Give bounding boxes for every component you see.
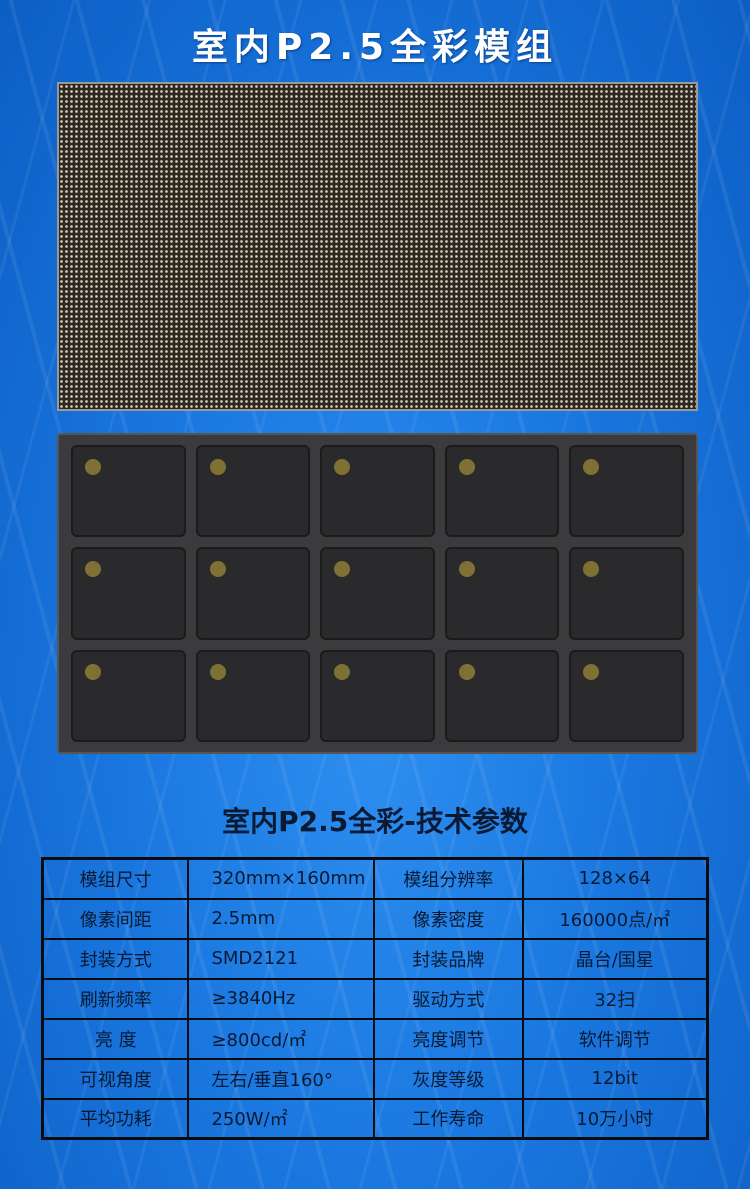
pcb-compartment [195,547,311,640]
spec-value: ≥3840Hz [187,977,376,1020]
spec-table: 模组尺寸 320mm×160mm 模组分辨率 128×64 像素间距 2.5mm 像素密度 1… [41,857,709,1140]
spec-label: 可视角度 [41,1057,190,1100]
spec-label: 像素密度 [373,897,524,940]
spec-label: 驱动方式 [373,977,524,1020]
spec-row: 封装方式 SMD2121 封装品牌 晶台/国星 [41,937,709,980]
pcb-compartment [195,445,311,538]
pcb-compartment [444,547,560,640]
spec-value: 160000点/㎡ [521,897,709,940]
pcb-compartment [320,445,435,538]
pcb-compartment [71,547,186,640]
spec-value: 32扫 [521,977,709,1020]
spec-label: 工作寿命 [373,1097,524,1140]
spec-value: 12bit [521,1057,709,1100]
spec-label: 平均功耗 [41,1097,190,1140]
pcb-compartment [444,649,560,742]
page-title: 室内P2.5全彩模组 [191,27,559,68]
led-module-back-image [57,433,698,754]
pcb-compartment [444,445,560,538]
spec-label: 像素间距 [41,897,190,940]
pcb-compartment [569,547,684,640]
spec-value: 10万小时 [521,1097,709,1140]
spec-label: 灰度等级 [373,1057,524,1100]
spec-row: 像素间距 2.5mm 像素密度 160000点/㎡ [41,897,709,940]
pcb-compartment [320,547,435,640]
spec-label: 刷新频率 [41,977,190,1020]
spec-label: 模组分辨率 [373,857,524,900]
spec-label: 亮度调节 [373,1017,524,1060]
spec-row: 亮 度 ≥800cd/㎡ 亮度调节 软件调节 [41,1017,709,1060]
spec-value: 2.5mm [187,897,376,940]
spec-value: 128×64 [521,857,709,900]
spec-row: 可视角度 左右/垂直160° 灰度等级 12bit [41,1057,709,1100]
spec-value: 320mm×160mm [187,857,376,900]
spec-label: 封装方式 [41,937,190,980]
spec-row: 刷新频率 ≥3840Hz 驱动方式 32扫 [41,977,709,1020]
pcb-compartment [195,649,311,742]
spec-label: 封装品牌 [373,937,524,980]
led-module-front-image [57,82,698,411]
pcb-compartment [569,445,684,538]
pcb-compartment [569,649,684,742]
spec-value: ≥800cd/㎡ [187,1017,376,1060]
spec-value: SMD2121 [187,937,376,980]
spec-row: 平均功耗 250W/㎡ 工作寿命 10万小时 [41,1097,709,1140]
spec-title: 室内P2.5全彩-技术参数 [222,805,528,838]
spec-value: 左右/垂直160° [187,1057,376,1100]
pcb-compartment [320,649,435,742]
spec-label: 模组尺寸 [41,857,190,900]
spec-label: 亮 度 [41,1017,190,1060]
spec-row: 模组尺寸 320mm×160mm 模组分辨率 128×64 [41,857,709,900]
pcb-compartment [71,649,186,742]
spec-value: 250W/㎡ [187,1097,376,1140]
pcb-compartment [71,445,186,538]
spec-value: 晶台/国星 [521,937,709,980]
spec-value: 软件调节 [521,1017,709,1060]
